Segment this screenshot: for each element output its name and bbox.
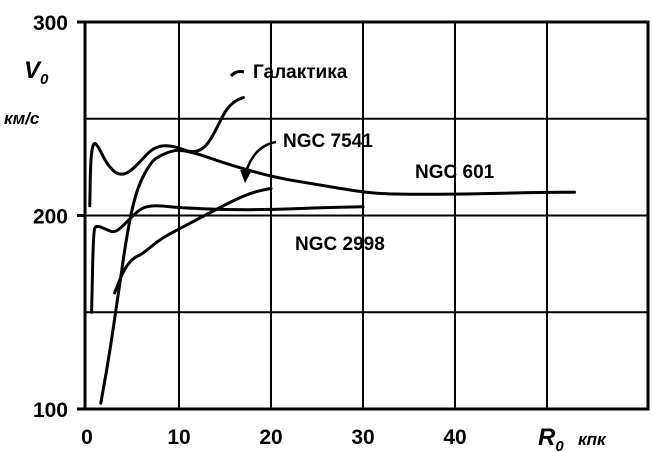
x-tick-label-20: 20 [259, 426, 282, 449]
plot-frame [77, 20, 650, 411]
curve-ngc-601 [99, 148, 577, 405]
x-tick-label-10: 10 [167, 426, 190, 449]
x-tick-label-0: 0 [81, 426, 93, 449]
curve-ngc-2998 [90, 204, 365, 314]
label-ngc-601: NGC 601 [415, 162, 495, 183]
y-tick-label-200: 200 [33, 206, 68, 229]
arrow-ngc-7541 [240, 170, 252, 183]
x-axis-title: R0 [538, 424, 564, 452]
label-galaktika: Галактика [253, 62, 348, 83]
y-tick-label-300: 300 [33, 12, 68, 35]
x-axis-unit: кпк [578, 430, 607, 449]
x-tick-label-40: 40 [443, 426, 466, 449]
tick-labels: 100 200 300 0 10 20 30 40 [33, 12, 467, 449]
curve-галактика [88, 96, 245, 208]
y-tick-label-100: 100 [33, 399, 68, 422]
y-axis-title: V0 [24, 57, 49, 88]
x-tick-label-30: 30 [351, 426, 374, 449]
leader-galaktika [229, 70, 245, 78]
leader-ngc-7541 [244, 140, 277, 173]
label-ngc-2998: NGC 2998 [295, 234, 385, 255]
annotation-leaders [229, 70, 277, 183]
curve-ngc-7541 [113, 186, 273, 295]
label-ngc-7541: NGC 7541 [283, 131, 373, 152]
grid [85, 22, 648, 409]
curves [88, 96, 577, 405]
y-axis-unit: км/с [4, 109, 40, 128]
